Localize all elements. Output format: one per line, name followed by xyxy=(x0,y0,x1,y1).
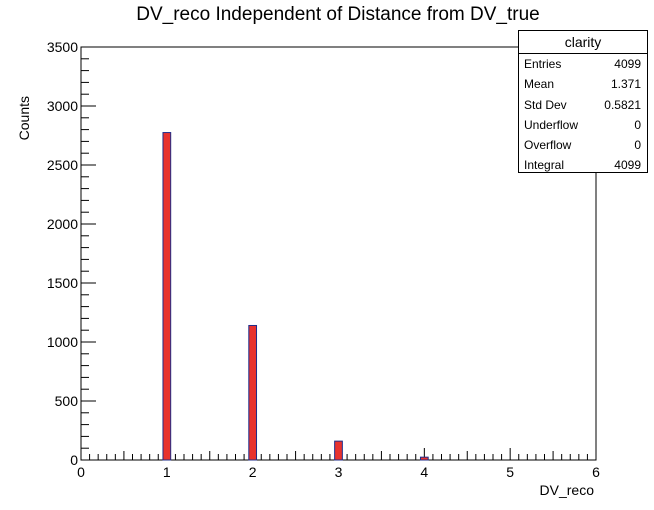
histogram-bar xyxy=(334,440,343,461)
y-tick-label: 500 xyxy=(55,393,79,409)
stats-title: clarity xyxy=(519,31,647,54)
stats-row-integral: Integral 4099 xyxy=(519,155,647,175)
x-tick-label: 6 xyxy=(592,464,600,480)
stats-value: 0.5821 xyxy=(604,97,641,112)
x-tick-label: 4 xyxy=(420,464,428,480)
stats-value: 4099 xyxy=(614,57,641,71)
x-tick-label: 3 xyxy=(335,464,343,480)
stats-row-std-dev: Std Dev 0.5821 xyxy=(519,95,647,115)
x-tick-label: 5 xyxy=(506,464,514,480)
y-tick-label: 3000 xyxy=(47,98,78,114)
y-axis-label: Counts xyxy=(16,96,32,140)
y-tick-label: 3500 xyxy=(47,39,78,55)
stats-row-entries: Entries 4099 xyxy=(519,54,647,74)
y-tick-label: 0 xyxy=(70,452,78,468)
stats-row-mean: Mean 1.371 xyxy=(519,74,647,94)
stats-label: Overflow xyxy=(524,138,572,153)
axis-tick-labels: 0 1 2 3 4 5 6 0 500 1000 1500 2000 2500 3000 3500 xyxy=(47,39,600,480)
y-tick-label: 2000 xyxy=(47,216,78,232)
stats-label: Std Dev xyxy=(524,97,567,112)
stats-box: clarity Entries 4099 Mean 1.371 Std Dev … xyxy=(518,30,648,173)
x-tick-label: 2 xyxy=(249,464,257,480)
x-tick-label: 1 xyxy=(163,464,171,480)
histogram-bar xyxy=(162,132,172,461)
bars xyxy=(162,132,429,461)
histogram-bar xyxy=(419,456,429,461)
y-tick-label: 2500 xyxy=(47,157,78,173)
stats-label: Integral xyxy=(524,158,565,173)
stats-value: 4099 xyxy=(614,158,641,173)
stats-value: 0 xyxy=(634,138,641,153)
x-tick-label: 0 xyxy=(77,464,85,480)
histogram-bar xyxy=(248,324,258,461)
stats-row-overflow: Overflow 0 xyxy=(519,135,647,155)
stats-row-underflow: Underflow 0 xyxy=(519,115,647,135)
y-tick-label: 1500 xyxy=(47,275,78,291)
stats-value: 0 xyxy=(634,117,641,132)
stats-value: 1.371 xyxy=(610,77,641,92)
stats-label: Entries xyxy=(524,57,562,71)
stats-label: Underflow xyxy=(524,117,579,132)
y-tick-label: 1000 xyxy=(47,334,78,350)
stats-label: Mean xyxy=(524,77,555,92)
chart-title: DV_reco Independent of Distance from DV_… xyxy=(136,4,539,25)
x-axis-label: DV_reco xyxy=(540,482,595,498)
axis-ticks xyxy=(80,46,597,461)
